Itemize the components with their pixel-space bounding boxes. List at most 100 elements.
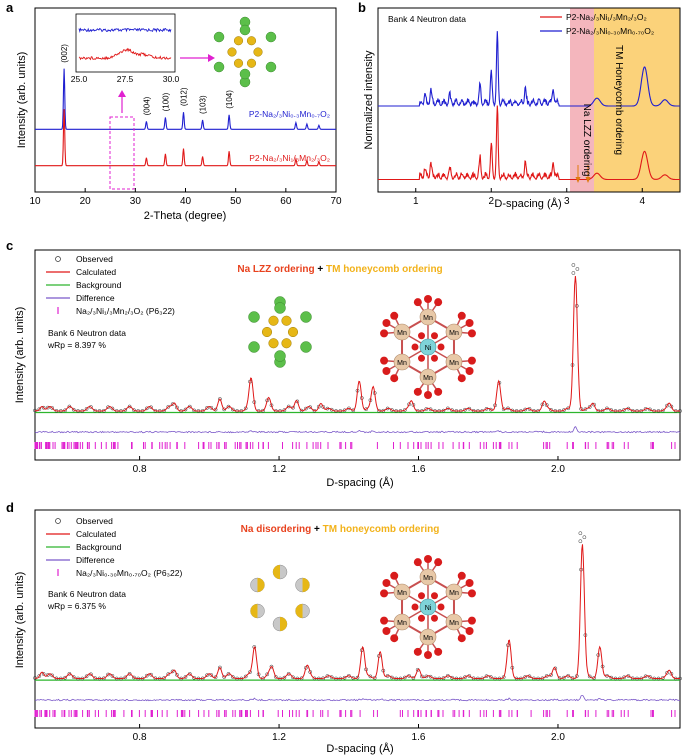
panel-c-calculated-line (34, 275, 680, 412)
panel-d-title-part-0: Na disordering (241, 524, 312, 535)
panel-d-x-tick-label-1: 1.2 (272, 732, 286, 743)
panel-d-observed-point (170, 669, 175, 674)
mn-atom-label-3: Mn (423, 375, 433, 382)
oxygen-atom-icon (413, 647, 422, 656)
panel-c-observed-point (329, 407, 334, 412)
panel-b-series-1 (378, 105, 680, 182)
panel-c-x-ticks: 0.8 1.2 1.6 2.0 (133, 456, 565, 475)
oxygen-atom-icon (465, 579, 474, 587)
oxygen-atom-icon (382, 627, 391, 635)
panel-c-observed-point (282, 408, 287, 412)
panel-b-x-tick-label-1: 2 (488, 196, 494, 207)
panel-a-x-tick-label-3: 40 (180, 196, 192, 207)
panel-d-observed-point (368, 674, 373, 679)
panel-d-observed-point (562, 675, 566, 680)
region-honeycomb-label: TM Honeycomb ordering (613, 45, 624, 155)
oxygen-atom-icon (413, 387, 422, 396)
panel-b-legend-blue: P2-Na₂/₃Ni₀.₃₀Mn₀.₇₀O₂ (566, 26, 654, 36)
panel-d-observed-point (269, 664, 274, 669)
panel-d-observed-point (286, 671, 291, 676)
panel-c-observed-point (648, 407, 652, 412)
panel-c-legend: Observed Calculated Background Difference Na… (46, 254, 175, 316)
panel-c-observed-point (149, 405, 153, 410)
panel-c-difference-line (34, 426, 681, 434)
panel-c-observed-point (407, 402, 411, 407)
panel-c-observed-point (540, 402, 545, 407)
panel-b-frame (377, 7, 681, 193)
gold-atom-icon (281, 315, 292, 326)
panel-c-peak-marker (575, 267, 580, 271)
panel-c-observed-point (205, 406, 209, 410)
ni-atom-label: Ni (425, 605, 432, 612)
mn-atom-label-2: Mn (449, 620, 459, 627)
panel-a-x-tick-label-5: 60 (280, 196, 292, 207)
oxygen-atom-icon (457, 311, 466, 320)
panel-d-observed-point (127, 671, 132, 676)
panel-a-x-ticks: 10 20 30 40 50 60 70 (29, 188, 342, 207)
panel-a-zoom-box (109, 116, 135, 190)
panel-b-series (378, 31, 680, 183)
panel-c-observed-point (63, 408, 67, 413)
oxygen-atom-icon (418, 354, 426, 362)
panel-a-ylabel: Intensity (arb. units) (16, 52, 28, 149)
panel-c-observed-point (549, 407, 553, 412)
oxygen-atom-icon (380, 356, 389, 365)
mn-atom-label-5: Mn (397, 590, 407, 597)
oxygen-atom-icon (382, 579, 391, 587)
oxygen-atom-icon (390, 634, 399, 643)
green-atom-icon (213, 31, 225, 43)
gold-atom-icon (261, 326, 273, 338)
mixed-atom-half-icon (250, 604, 258, 618)
panel-letter-d: d (6, 500, 14, 515)
panel-d-observed-point (71, 675, 76, 679)
panel-c-x-tick-label-1: 1.2 (272, 464, 286, 475)
gold-atom-icon (246, 58, 257, 68)
gold-atom-icon (227, 47, 237, 57)
panel-d-x-ticks: 0.8 1.2 1.6 2.0 (133, 724, 565, 743)
panel-d-observed-point (132, 675, 136, 680)
panel-a-blue-label: P2-Na₂/₃Ni₀.₃Mn₀.₇O₂ (249, 109, 330, 119)
gold-atom-icon (268, 338, 279, 349)
ni-atom-label: Ni (425, 345, 432, 352)
green-atom-icon (248, 311, 260, 323)
mn-atom-icon (445, 583, 463, 601)
oxygen-atom-icon (434, 387, 443, 396)
panel-c-observed-point (587, 405, 592, 409)
panel-d-observed-point (205, 673, 209, 678)
panel-c-observed-point (304, 406, 308, 411)
oxygen-atom-icon (457, 571, 466, 580)
panel-d-observed-point (450, 675, 454, 680)
gold-atom-icon (233, 58, 244, 68)
panel-c-observed-point (583, 407, 588, 412)
green-atom-icon (248, 341, 260, 353)
panel-b-ylabel: Normalized intensity (363, 50, 375, 150)
mn-atom-label-2: Mn (449, 360, 459, 367)
panel-c-observed-point (342, 408, 347, 413)
panel-c-observed-point (321, 404, 325, 409)
oxygen-atom-icon (418, 614, 426, 622)
panel-c-observed-point (592, 402, 596, 407)
panel-c-observed-point (411, 403, 416, 407)
panel-a-peak-label-3: (012) (179, 87, 188, 106)
panel-c-observed-point (132, 408, 136, 412)
panel-a-inset-tick-1: 27.5 (117, 74, 134, 84)
panel-a-series-0 (35, 68, 336, 130)
panel-d-frame (34, 509, 681, 729)
panel-d-observed-point (50, 673, 55, 678)
panel-c: c 0.8 1.2 1.6 2.0 D-spacing (Å) Intensity (… (6, 238, 682, 489)
panel-a-peak-label-5: (104) (225, 90, 234, 109)
panel-a-inset-series-0 (78, 27, 172, 33)
panel-c-x-tick-label-2: 1.6 (412, 464, 426, 475)
panel-c-observed-point (144, 406, 149, 411)
panel-c-observed-point (127, 404, 132, 409)
panel-a-peak-label-0: (002) (60, 44, 69, 63)
panel-d-observed-point (420, 674, 424, 679)
panel-d-x-tick-label-2: 1.6 (412, 732, 426, 743)
panel-c-observed-point (402, 408, 407, 412)
panel-c-honeycomb-structure: Mn Mn Mn Mn Mn Mn Ni (380, 295, 476, 399)
panel-d-observed-point (209, 673, 214, 677)
panel-d-observed-point (192, 675, 196, 680)
panel-c-observed-point (166, 404, 171, 409)
panel-a-x-tick-label-2: 30 (130, 196, 142, 207)
panel-a-peak-label-1: (004) (142, 96, 151, 115)
